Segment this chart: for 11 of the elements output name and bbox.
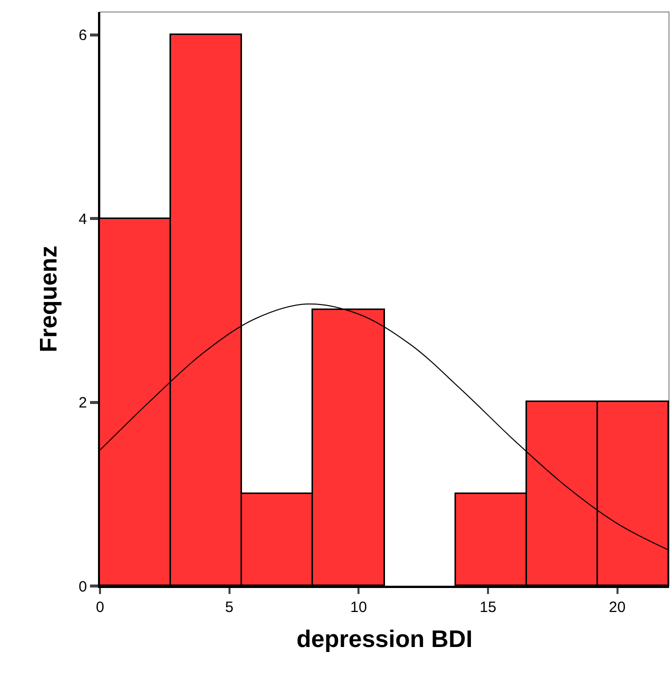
y-tick-label: 0: [78, 578, 87, 596]
y-axis-title: Frequenz: [35, 246, 62, 352]
x-axis-title: depression BDI: [296, 626, 473, 653]
x-tick-label: 0: [96, 599, 104, 616]
x-tick-label: 10: [350, 599, 367, 616]
y-tick-label: 6: [78, 27, 87, 44]
y-tick-label: 4: [78, 210, 87, 228]
x-tick-label: 20: [608, 599, 626, 616]
x-tick-label: 15: [480, 599, 496, 616]
y-tick-label: 2: [78, 394, 87, 412]
x-tick-label: 5: [225, 599, 234, 616]
